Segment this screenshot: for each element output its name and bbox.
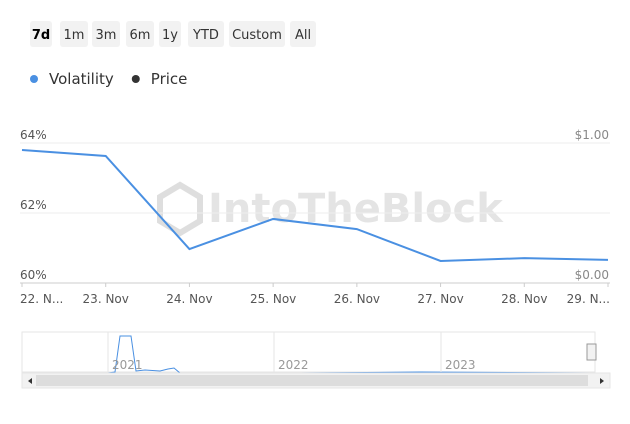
range-button[interactable] xyxy=(290,21,316,47)
x-tick-label: 23. Nov xyxy=(83,292,129,306)
range-button[interactable] xyxy=(229,21,285,47)
navigator-handle[interactable] xyxy=(586,343,597,361)
range-button[interactable] xyxy=(126,21,154,47)
navigator-label: 2023 xyxy=(445,358,476,372)
watermark: IntoTheBlock xyxy=(208,186,504,232)
y-tick-label: 62% xyxy=(20,198,47,212)
scroll-right[interactable] xyxy=(600,378,604,384)
range-button-label[interactable]: 7d xyxy=(32,28,50,43)
y-tick-label: 64% xyxy=(20,128,47,142)
legend-label[interactable]: Volatility xyxy=(49,70,114,88)
x-tick-label: 26. Nov xyxy=(334,292,380,306)
y2-tick-label: $0.00 xyxy=(575,268,609,282)
x-tick-label: 24. Nov xyxy=(166,292,212,306)
range-button[interactable] xyxy=(92,21,120,47)
range-button-label[interactable]: 3m xyxy=(96,28,117,43)
legend-marker[interactable] xyxy=(131,75,140,83)
range-button-label[interactable]: 1m xyxy=(64,28,85,43)
navigator-label: 2022 xyxy=(278,358,309,372)
navigator-label: 2021 xyxy=(112,358,143,372)
range-button-label[interactable]: YTD xyxy=(192,28,219,43)
scroll-left[interactable] xyxy=(28,378,32,384)
range-button-label[interactable]: 1y xyxy=(162,28,178,43)
legend-marker[interactable] xyxy=(30,75,38,83)
x-tick-label: 25. Nov xyxy=(250,292,296,306)
x-tick-label: 22. N... xyxy=(20,292,63,306)
range-button[interactable] xyxy=(30,21,52,47)
series-line xyxy=(21,149,609,262)
range-button[interactable] xyxy=(188,21,224,47)
watermark-logo xyxy=(157,181,203,237)
range-button-label[interactable]: 6m xyxy=(130,28,151,43)
range-button[interactable] xyxy=(159,21,181,47)
legend-label[interactable]: Price xyxy=(151,70,188,88)
y2-tick-label: $1.00 xyxy=(575,128,609,142)
range-button[interactable] xyxy=(60,21,88,47)
scrollbar-thumb[interactable] xyxy=(36,375,588,386)
y-tick-label: 60% xyxy=(20,268,47,282)
x-tick-label: 28. Nov xyxy=(501,292,547,306)
x-tick-label: 27. Nov xyxy=(417,292,463,306)
x-tick-label: 29. N... xyxy=(567,292,610,306)
range-button-label[interactable]: Custom xyxy=(232,28,282,43)
range-button-label[interactable]: All xyxy=(295,28,311,43)
